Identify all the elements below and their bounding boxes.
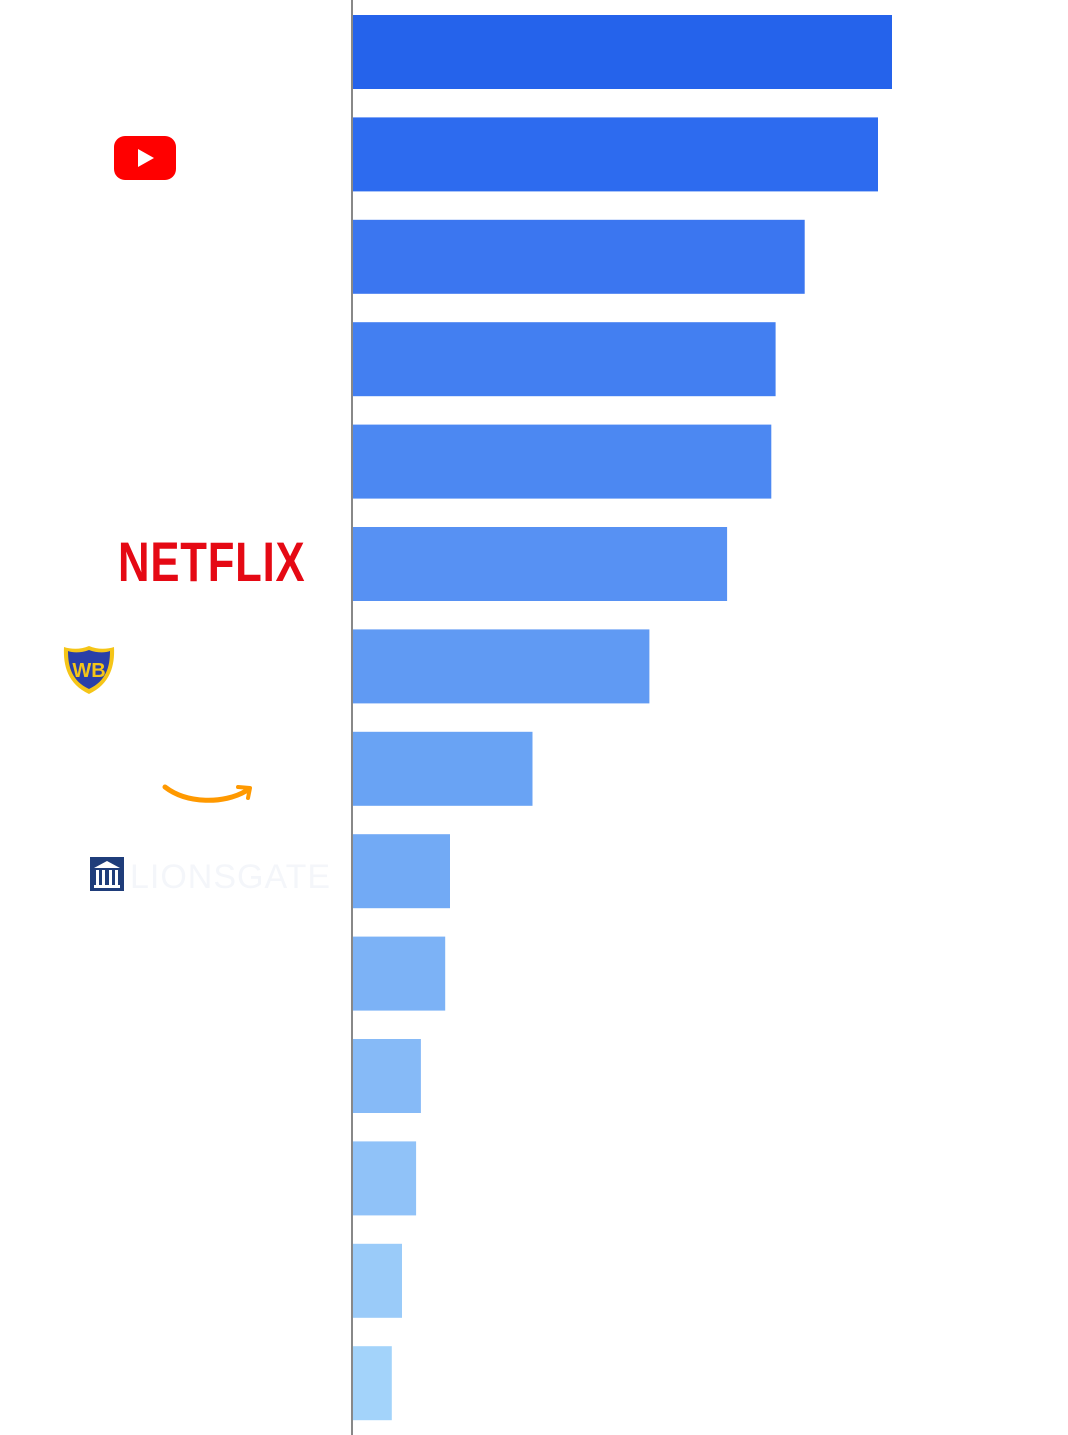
bar-10 [353, 936, 446, 1011]
bar-4 [353, 322, 776, 397]
youtube-icon [114, 136, 176, 180]
warner-bros-letters: WB [72, 660, 105, 682]
netflix-logo: NETFLIX [118, 530, 306, 593]
bar-12 [353, 1141, 417, 1216]
bar-1 [353, 15, 892, 89]
bar-3 [353, 219, 805, 294]
bar-5 [353, 424, 772, 499]
bar-14 [353, 1346, 392, 1421]
bars-group [353, 15, 892, 1421]
lionsgate-wordmark: LIONSGATE [130, 858, 332, 896]
bar-7 [353, 629, 650, 704]
bar-9 [353, 834, 450, 909]
bar-13 [353, 1243, 402, 1318]
bar-8 [353, 731, 533, 806]
warner-bros-shield-icon: WB [63, 646, 115, 694]
bar-6 [353, 527, 728, 601]
amazon-smile-icon [162, 784, 252, 803]
bar-11 [353, 1039, 421, 1113]
bar-2 [353, 117, 878, 192]
lionsgate-icon [90, 857, 124, 891]
